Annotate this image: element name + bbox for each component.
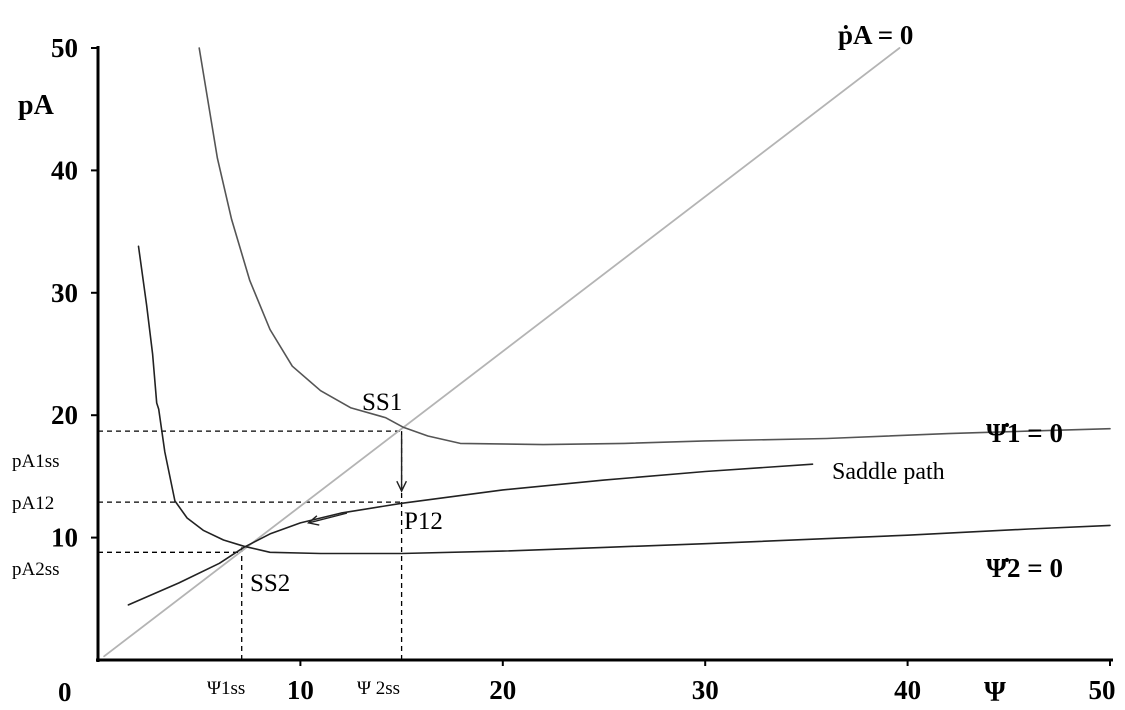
- ss1-label: SS1: [362, 389, 402, 416]
- x-tick-label: 30: [692, 675, 719, 705]
- psi1-nullcline-curve: [198, 47, 1111, 446]
- origin-label: 0: [58, 677, 72, 707]
- pa-nullcline-label: ṗA = 0: [838, 20, 913, 50]
- x-tick-label: 50: [1089, 675, 1116, 705]
- psi1-nullcline-label: Ψ̇1 = 0: [986, 418, 1063, 448]
- psi2-nullcline-label: Ψ̇2 = 0: [986, 553, 1063, 583]
- y-axis-label: pA: [18, 90, 55, 121]
- curves: [103, 47, 1111, 658]
- x-tick-label: 40: [894, 675, 921, 705]
- direction-arrows: [306, 434, 408, 526]
- ss2-label: SS2: [250, 570, 290, 597]
- pa1ss-label: pA1ss: [12, 451, 60, 472]
- y-tick-label: 50: [51, 33, 78, 63]
- psi2ss-label: Ψ 2ss: [357, 678, 400, 699]
- saddle-path-arrow: [306, 512, 348, 526]
- pa-nullcline-line: [103, 47, 901, 658]
- p12-label: P12: [404, 508, 443, 535]
- y-tick-label: 20: [51, 400, 78, 430]
- y-tick-label: 40: [51, 155, 78, 185]
- x-tick-label: 20: [489, 675, 516, 705]
- y-tick-label: 30: [51, 278, 78, 308]
- pa2ss-label: pA2ss: [12, 559, 60, 580]
- y-tick-label: 10: [51, 523, 78, 553]
- pa12-label: pA12: [12, 493, 54, 514]
- x-axis-label: Ψ: [984, 677, 1006, 708]
- saddle-path-label: Saddle path: [832, 459, 945, 485]
- axis-ticks: 10 20 30 40 50 10 20 30 40 50: [51, 33, 1116, 705]
- x-tick-label: 10: [287, 675, 314, 705]
- psi1ss-label: Ψ1ss: [207, 678, 245, 699]
- ss1-to-p12-arrow: [396, 434, 408, 493]
- saddle-path-curve: [127, 463, 814, 606]
- psi2-nullcline-curve: [137, 245, 1111, 555]
